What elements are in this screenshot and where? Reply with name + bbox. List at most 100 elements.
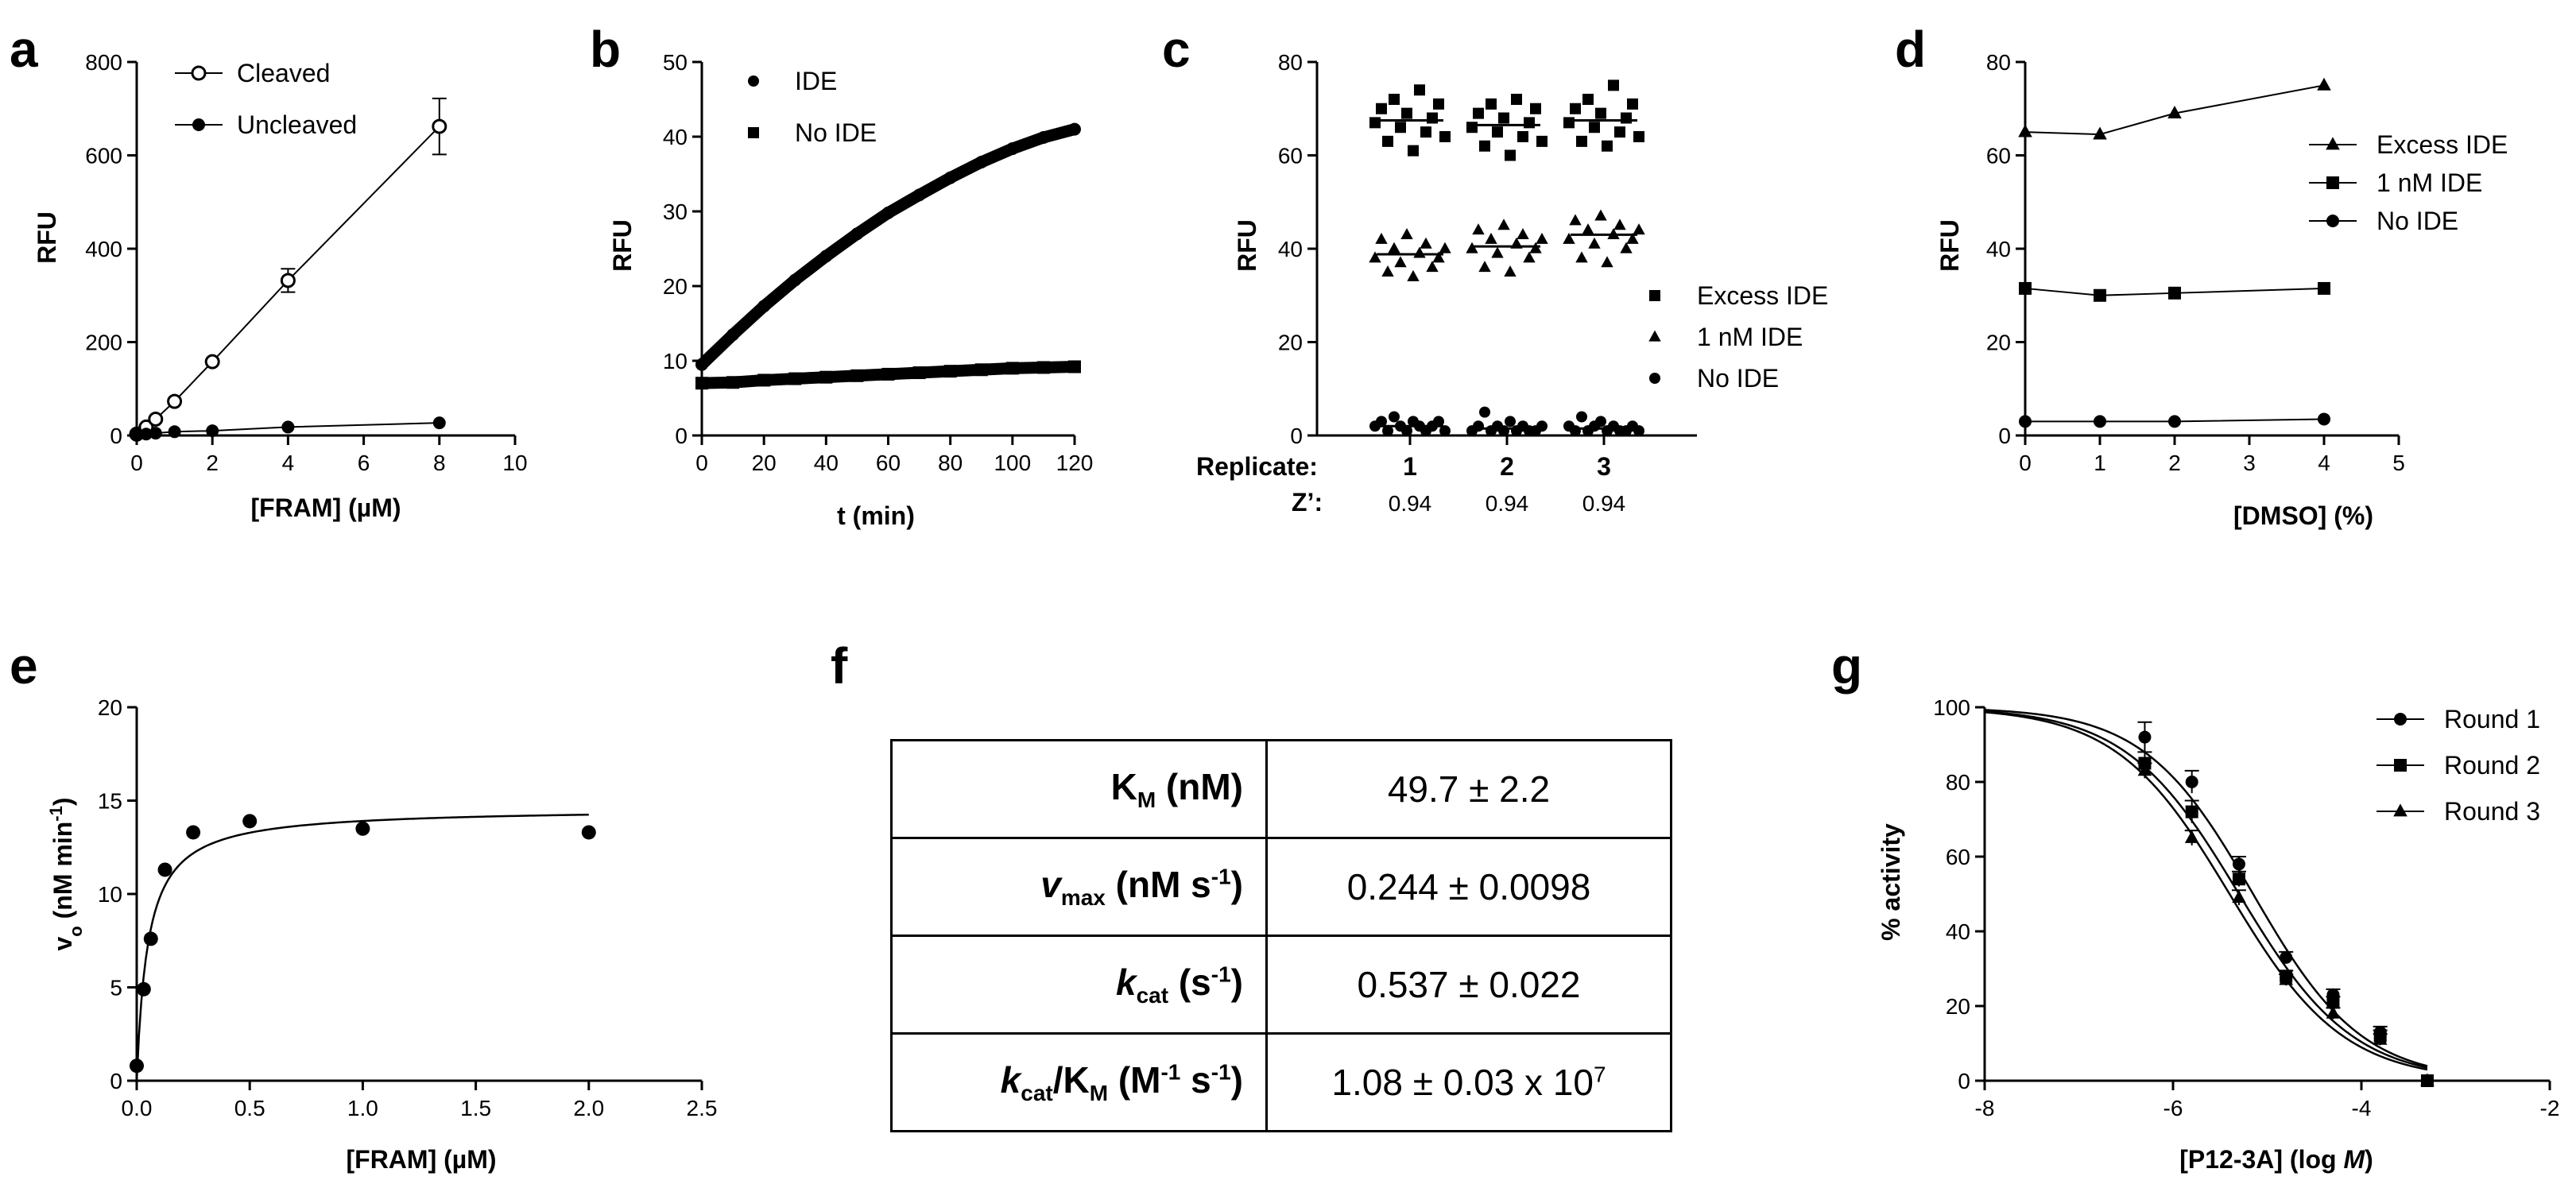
c-point bbox=[1400, 227, 1413, 239]
e-ytick-label: 5 bbox=[110, 976, 122, 1000]
g-point bbox=[2184, 830, 2199, 843]
b-point bbox=[819, 250, 833, 263]
g-legend-label: Round 3 bbox=[2444, 797, 2540, 826]
d-point bbox=[2018, 124, 2032, 137]
value-kcat-km: 1.08 ± 0.03 x 107 bbox=[1265, 1032, 1672, 1132]
c-point bbox=[1595, 416, 1606, 428]
c-point bbox=[1576, 411, 1587, 423]
c-point bbox=[1633, 425, 1644, 437]
c-point bbox=[1563, 117, 1575, 129]
d-point bbox=[2317, 77, 2331, 91]
a-ytick-label: 200 bbox=[85, 331, 122, 355]
c-point bbox=[1389, 411, 1400, 423]
c-point bbox=[1517, 131, 1528, 142]
c-point bbox=[1473, 107, 1484, 119]
c-ytick-label: 20 bbox=[1278, 331, 1303, 355]
a-ytick-label: 600 bbox=[85, 144, 122, 168]
b-xtick-label: 0 bbox=[695, 451, 708, 475]
c-point bbox=[1376, 416, 1387, 428]
a-point bbox=[281, 420, 295, 434]
g-fit-curve bbox=[1984, 710, 2428, 1071]
g-point bbox=[2279, 972, 2293, 985]
d-series-line bbox=[2025, 418, 2325, 423]
c-zprime-value: 0.94 bbox=[1486, 491, 1529, 516]
c-point bbox=[1479, 140, 1490, 152]
panel-d-label: d bbox=[1895, 21, 1926, 78]
panel-e-ylabel: vo (nM min-1) bbox=[46, 798, 86, 951]
panel-g-ylabel: % activity bbox=[1877, 823, 1905, 941]
b-point bbox=[695, 358, 708, 371]
e-xtick-label: 1.0 bbox=[347, 1096, 378, 1120]
a-point bbox=[432, 118, 447, 134]
g-point bbox=[2420, 1073, 2435, 1086]
panel-a-label: a bbox=[10, 21, 38, 78]
c-point bbox=[1536, 232, 1548, 244]
g-point bbox=[2232, 857, 2245, 871]
b-point bbox=[850, 369, 864, 382]
c-point bbox=[1376, 103, 1387, 114]
c-point bbox=[1395, 122, 1406, 134]
panel-b-xlabel: t (min) bbox=[837, 501, 915, 530]
c-legend-marker bbox=[1648, 330, 1661, 342]
c-point bbox=[1626, 232, 1639, 244]
c-point bbox=[1595, 107, 1606, 119]
a-point bbox=[149, 427, 162, 440]
b-point bbox=[757, 373, 771, 387]
c-point bbox=[1529, 242, 1542, 253]
c-point bbox=[1369, 251, 1381, 263]
b-point bbox=[695, 377, 708, 390]
g-point bbox=[2185, 776, 2198, 788]
e-xtick-label: 0.0 bbox=[122, 1096, 153, 1120]
panel-c-plot: 0 20 40 60 80 1 0.94 2 0.94 3 0.94 Excess IDE 1 nM I… bbox=[1278, 50, 1829, 516]
d-xtick-label: 3 bbox=[2243, 451, 2256, 475]
a-xtick-label: 4 bbox=[282, 451, 295, 475]
d-ytick-label: 40 bbox=[1986, 237, 2011, 261]
c-point bbox=[1569, 214, 1582, 226]
param-km: KM (nM) bbox=[890, 739, 1268, 839]
c-point bbox=[1497, 219, 1510, 230]
c-point bbox=[1439, 242, 1451, 253]
c-replicate-number: 1 bbox=[1403, 452, 1417, 481]
c-point bbox=[1491, 246, 1504, 258]
c-point bbox=[1613, 219, 1626, 230]
c-point bbox=[1517, 227, 1529, 239]
b-ytick-label: 40 bbox=[663, 125, 688, 149]
g-legend-marker bbox=[2393, 803, 2407, 817]
g-point bbox=[2373, 1031, 2388, 1045]
c-point bbox=[1582, 94, 1594, 105]
a-legend-label: Cleaved bbox=[237, 59, 330, 87]
g-ytick-label: 40 bbox=[1946, 919, 1970, 944]
b-point bbox=[726, 376, 740, 389]
a-point bbox=[167, 393, 183, 409]
c-point bbox=[1498, 425, 1509, 437]
b-point bbox=[1036, 361, 1050, 374]
c-point bbox=[1511, 94, 1522, 105]
panel-c-label: c bbox=[1162, 21, 1191, 78]
b-point bbox=[1068, 122, 1081, 136]
c-point bbox=[1627, 98, 1638, 110]
panel-b-ylabel: RFU bbox=[608, 219, 637, 272]
a-legend-marker bbox=[192, 118, 205, 131]
g-fit-curve bbox=[1984, 709, 2428, 1067]
c-ytick-label: 80 bbox=[1278, 50, 1303, 75]
e-xtick-label: 2.5 bbox=[687, 1096, 718, 1120]
d-xtick-label: 2 bbox=[2168, 451, 2181, 475]
a-point bbox=[204, 354, 220, 370]
e-point bbox=[581, 825, 596, 840]
g-point bbox=[2326, 996, 2340, 1009]
panel-c-ylabel: RFU bbox=[1233, 219, 1261, 272]
c-point bbox=[1608, 79, 1619, 91]
panel-a-xlabel: [FRAM] (µM) bbox=[250, 493, 401, 522]
panel-f-label: f bbox=[831, 637, 848, 695]
c-point bbox=[1582, 223, 1594, 235]
e-ytick-label: 20 bbox=[98, 695, 122, 720]
panel-g-label: g bbox=[1831, 637, 1862, 695]
e-point bbox=[136, 981, 151, 996]
panel-a-ylabel: RFU bbox=[33, 211, 61, 264]
d-xtick-label: 5 bbox=[2392, 451, 2405, 475]
c-point bbox=[1472, 223, 1485, 235]
c-point bbox=[1479, 406, 1490, 418]
b-ytick-label: 20 bbox=[663, 274, 688, 299]
a-xtick-label: 6 bbox=[358, 451, 370, 475]
